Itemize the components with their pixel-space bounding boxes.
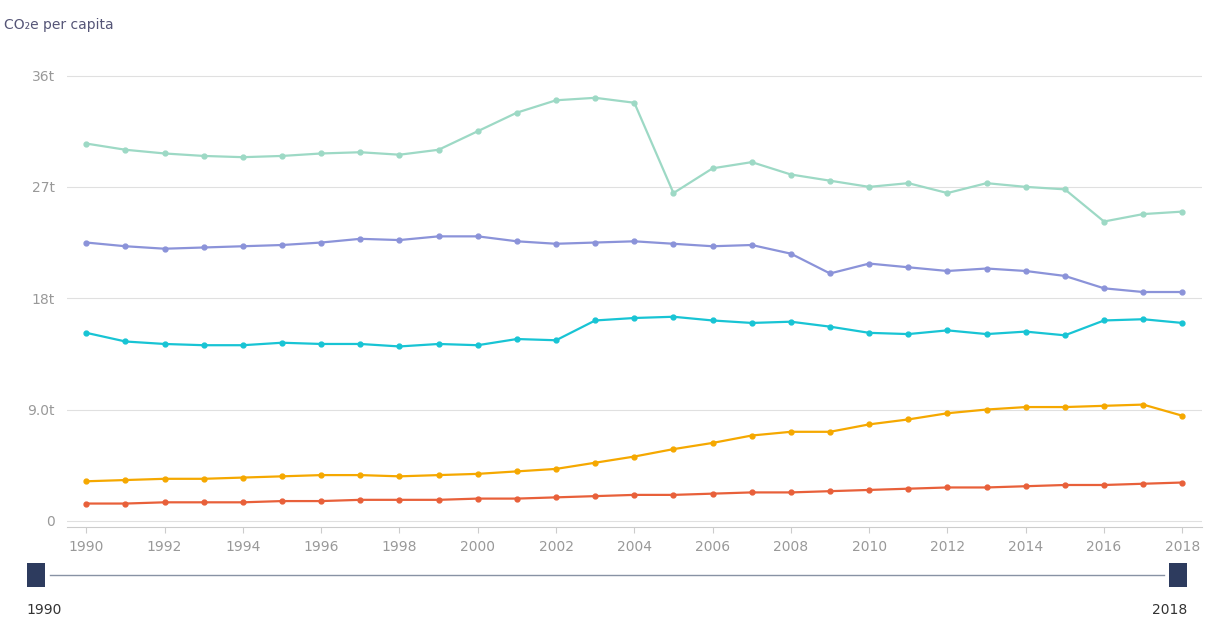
Text: 2018: 2018 (1152, 603, 1187, 617)
Text: CO₂e per capita: CO₂e per capita (5, 18, 114, 32)
Bar (1169, 563, 1187, 587)
Text: 1990: 1990 (27, 603, 62, 617)
Bar (27, 563, 45, 587)
